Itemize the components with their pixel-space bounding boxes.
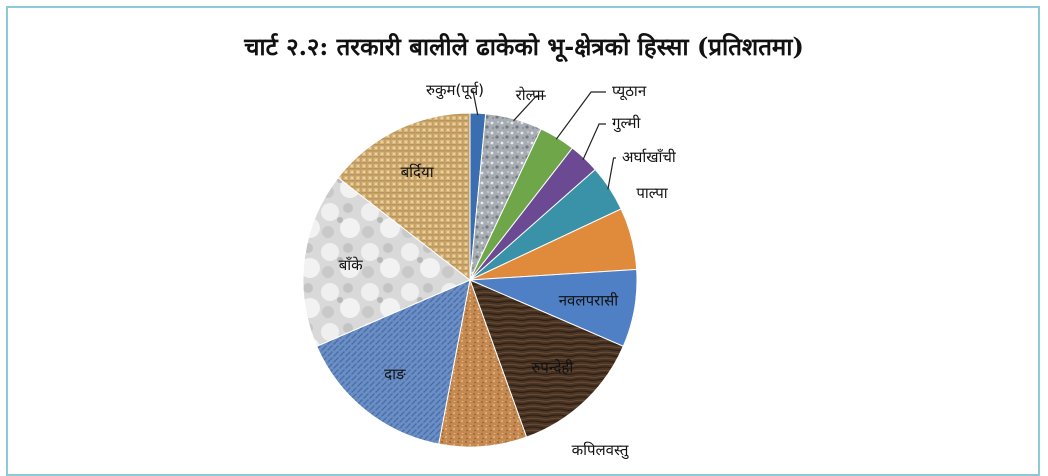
slice-label: बाँके — [339, 256, 363, 274]
slice-label: दाङ — [384, 365, 406, 383]
pie-chart: रुकुम(पूर्व) रोल्पा प्यूठान गुल्मी अर्घाखाँच… — [302, 81, 677, 460]
slice-label: बर्दिया — [401, 163, 435, 181]
pie-slice — [302, 176, 471, 347]
pie-slice — [438, 278, 528, 448]
slice-labels: रुकुम(पूर्व) रोल्पा प्यूठान गुल्मी अर्घाखाँच… — [339, 81, 677, 460]
slice-label: पाल्पा — [636, 184, 668, 202]
leader-line — [607, 157, 616, 190]
slice-label: रोल्पा — [516, 86, 546, 104]
leader-line — [471, 90, 479, 116]
pie-slice — [316, 279, 471, 445]
leader-line — [513, 95, 546, 122]
slice-label: रुपन्देही — [531, 359, 574, 377]
slice-label: प्यूठान — [612, 82, 647, 101]
leader-lines — [471, 90, 616, 190]
slice-label: नवलपरासी — [559, 292, 620, 310]
chart-title: चार्ट २.२: तरकारी बालीले ढाकेको भू-क्षेत… — [244, 32, 804, 61]
slice-label: अर्घाखाँची — [622, 148, 677, 166]
pie-slice — [469, 279, 624, 438]
slice-label: रुकुम(पूर्व) — [426, 81, 484, 100]
leader-line — [582, 123, 606, 160]
slice-label: कपिलवस्तु — [572, 441, 630, 460]
pie-slices — [302, 112, 638, 448]
slice-label: गुल्मी — [612, 114, 641, 133]
leader-line — [555, 91, 606, 140]
pie-slice — [337, 112, 471, 282]
